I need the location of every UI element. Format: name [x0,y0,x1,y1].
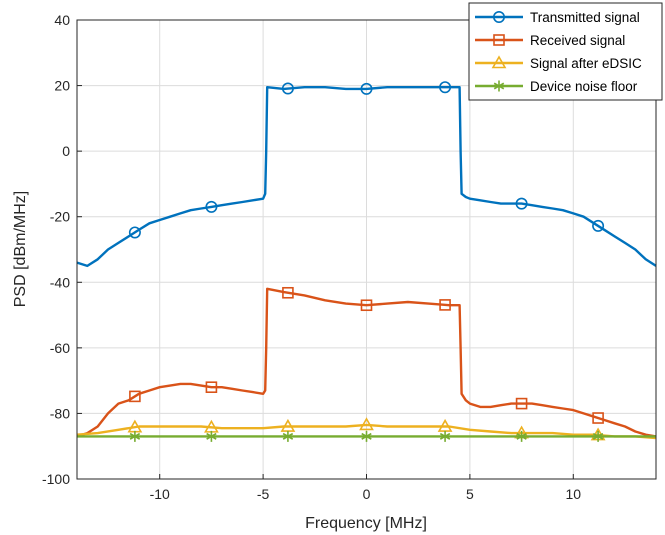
circle-marker [281,82,294,95]
y-tick-label: -20 [50,209,70,225]
legend-label: Signal after eDSIC [530,56,642,71]
asterisk-marker [206,430,217,442]
asterisk-stroke [439,432,451,440]
legend: Transmitted signal Received signal Signal … [468,2,663,101]
y-axis-label: PSD [dBm/MHz] [12,191,29,307]
legend-item: Device noise floor [475,79,638,94]
x-tick-label: 5 [466,486,474,502]
circle-marker [360,82,373,95]
asterisk-marker [516,430,527,442]
x-tick-label: -5 [257,486,270,502]
circle-marker [492,11,505,23]
legend-item: Signal after eDSIC [475,55,642,71]
asterisk-stroke [516,432,527,440]
y-tick-label: 40 [54,12,70,28]
square-marker [592,412,604,424]
legend-label: Device noise floor [530,79,638,94]
asterisk-marker [493,80,505,92]
asterisk-marker [129,430,141,442]
y-tick-label: -80 [50,405,70,421]
y-tick-label: -100 [42,471,70,487]
asterisk-marker [361,430,372,442]
asterisk-stroke [129,432,141,440]
square-marker [360,299,373,312]
series-line [76,85,657,268]
square-marker [493,34,505,46]
circle-marker [205,200,218,213]
series-1 [76,81,657,268]
asterisk-stroke [206,432,217,440]
legend-item: Received signal [475,33,625,48]
asterisk-stroke [361,432,372,440]
asterisk-marker [592,430,604,442]
legend-label: Transmitted signal [530,10,640,25]
circle-marker [515,197,528,210]
square-marker [439,299,451,311]
asterisk-marker [439,430,451,442]
legend-item: Transmitted signal [475,10,640,25]
ticks: -10 -5 0 5 10 -100 -80 -60 -40 -20 0 20 40 [42,12,581,502]
y-tick-label: 20 [54,78,70,94]
asterisk-stroke [282,432,294,440]
series-4 [77,430,656,442]
circle-marker [128,226,141,239]
x-tick-label: -10 [150,486,170,502]
y-tick-label: -40 [50,274,70,290]
y-tick-label: -60 [50,340,70,356]
series-line [76,287,657,438]
asterisk-stroke [592,432,604,440]
circle-marker [592,219,605,232]
x-tick-label: 0 [363,486,371,502]
x-axis-label: Frequency [MHz] [305,515,427,532]
series-line [76,423,657,440]
square-marker [282,286,294,299]
asterisk-marker [282,430,294,442]
y-tick-label: 0 [62,143,70,159]
series-layer [76,81,657,442]
square-marker [205,381,218,394]
triangle-marker [359,417,374,431]
square-marker [129,390,141,403]
x-tick-label: 10 [565,486,581,502]
grid [77,19,656,480]
legend-label: Received signal [530,33,625,48]
series-2 [76,286,657,438]
triangle-marker [491,55,507,69]
square-marker [515,397,528,410]
circle-marker [439,81,452,94]
asterisk-stroke [493,82,505,90]
